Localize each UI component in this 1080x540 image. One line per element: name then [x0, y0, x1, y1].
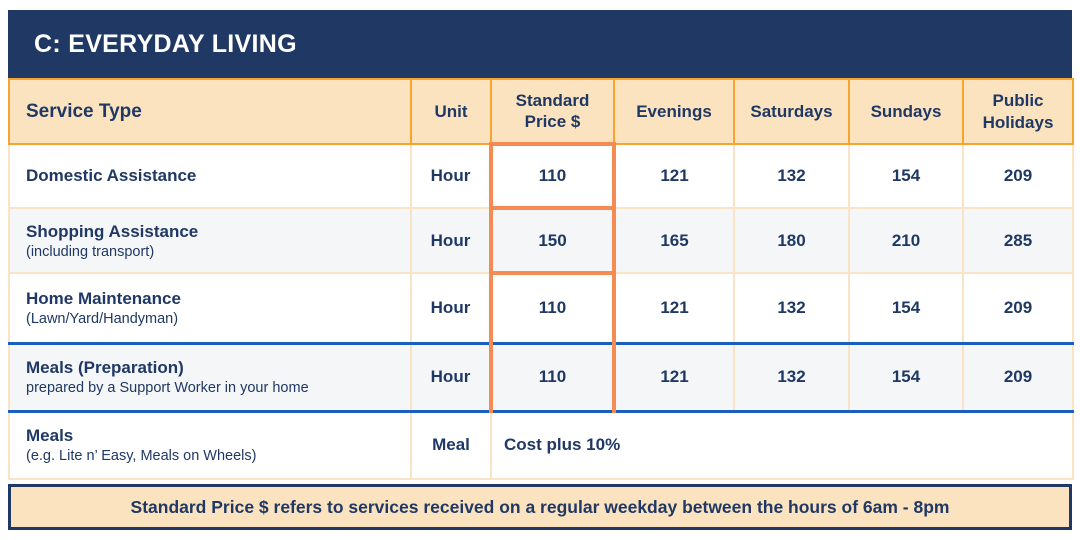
- sundays-cell: 210: [848, 207, 964, 274]
- sundays-cell: 154: [848, 342, 964, 413]
- evenings-cell: 121: [613, 272, 735, 345]
- footnote-text: Standard Price $ refers to services rece…: [130, 496, 950, 517]
- table-row: Meals (Preparation) prepared by a Suppor…: [8, 342, 1074, 413]
- service-subtitle: (Lawn/Yard/Handyman): [26, 310, 179, 327]
- price-list-page: C: EVERYDAY LIVING Service Type Unit Sta…: [8, 10, 1074, 530]
- unit-cell: Meal: [410, 410, 492, 480]
- saturdays-cell: 180: [733, 207, 850, 274]
- section-title-bar: C: EVERYDAY LIVING: [8, 10, 1072, 78]
- saturdays-cell: 132: [733, 143, 850, 209]
- column-header-standard-price: Standard Price $: [490, 78, 615, 145]
- saturdays-cell: 132: [733, 342, 850, 413]
- service-name: Meals (Preparation): [26, 358, 184, 377]
- public-holidays-cell: 209: [962, 272, 1074, 345]
- public-holidays-cell: 285: [962, 207, 1074, 274]
- standard-price-cell: 150: [489, 207, 616, 275]
- cost-plus-cell: Cost plus 10%: [490, 410, 1074, 480]
- service-cell: Meals (e.g. Lite n’ Easy, Meals on Wheel…: [8, 410, 412, 480]
- standard-price-cell: 110: [489, 342, 616, 413]
- unit-cell: Hour: [410, 342, 492, 413]
- table-header-row: Service Type Unit Standard Price $ Eveni…: [8, 78, 1074, 145]
- public-holidays-cell: 209: [962, 143, 1074, 209]
- unit-cell: Hour: [410, 143, 492, 209]
- service-cell: Home Maintenance (Lawn/Yard/Handyman): [8, 272, 412, 345]
- service-name: Meals: [26, 426, 74, 446]
- page-title: C: EVERYDAY LIVING: [34, 29, 297, 58]
- column-header-sundays: Sundays: [848, 78, 964, 145]
- column-header-public-holidays: Public Holidays: [962, 78, 1074, 145]
- service-subtitle: (including transport): [26, 243, 155, 260]
- service-cell: Meals (Preparation) prepared by a Suppor…: [8, 342, 412, 413]
- footnote-box: Standard Price $ refers to services rece…: [8, 484, 1072, 530]
- pricing-table: Service Type Unit Standard Price $ Eveni…: [8, 78, 1074, 480]
- service-cell: Shopping Assistance (including transport…: [8, 207, 412, 274]
- table-row: Home Maintenance (Lawn/Yard/Handyman) Ho…: [8, 272, 1074, 345]
- table-row: Meals (e.g. Lite n’ Easy, Meals on Wheel…: [8, 410, 1074, 480]
- sundays-cell: 154: [848, 272, 964, 345]
- column-header-saturdays: Saturdays: [733, 78, 850, 145]
- service-cell: Domestic Assistance: [8, 143, 412, 209]
- unit-cell: Hour: [410, 272, 492, 345]
- service-subtitle: prepared by a Support Worker in your hom…: [26, 380, 309, 396]
- sundays-cell: 154: [848, 143, 964, 209]
- service-name: Home Maintenance: [26, 288, 181, 308]
- service-subtitle: (e.g. Lite n’ Easy, Meals on Wheels): [26, 448, 257, 465]
- table-row: Shopping Assistance (including transport…: [8, 207, 1074, 275]
- public-holidays-cell: 209: [962, 342, 1074, 413]
- column-header-unit: Unit: [410, 78, 492, 145]
- service-name: Domestic Assistance: [26, 166, 197, 185]
- evenings-cell: 165: [613, 207, 735, 274]
- standard-price-cell: 110: [489, 272, 616, 345]
- standard-price-cell: 110: [489, 142, 616, 210]
- service-name: Shopping Assistance: [26, 221, 199, 241]
- unit-cell: Hour: [410, 207, 492, 274]
- column-header-evenings: Evenings: [613, 78, 735, 145]
- column-header-service-type: Service Type: [8, 78, 412, 145]
- saturdays-cell: 132: [733, 272, 850, 345]
- evenings-cell: 121: [613, 143, 735, 209]
- evenings-cell: 121: [613, 342, 735, 413]
- table-row: Domestic Assistance Hour 110 121 132 154…: [8, 142, 1074, 210]
